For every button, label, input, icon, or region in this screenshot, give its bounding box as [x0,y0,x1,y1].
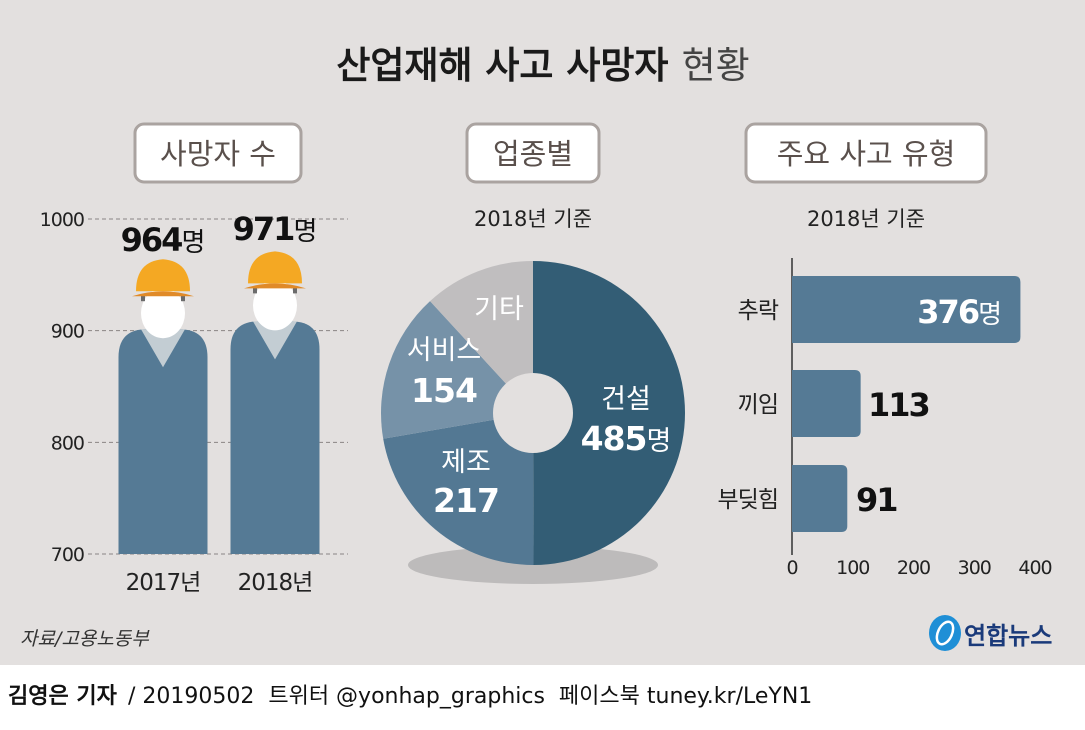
worker-hair [141,295,145,302]
title-light: 현황 [682,44,750,87]
x-tick-label: 200 [897,557,930,579]
footer-background [0,665,1085,726]
title-bold: 산업재해 사고 사망자 [336,44,668,87]
section-label: 사망자 수 [160,137,276,171]
category-label-caught: 끼임 [738,392,778,418]
pie-shadow [408,546,658,584]
page-title: 산업재해 사고 사망자 현황 [336,44,749,87]
x-tick-label: 300 [958,557,991,579]
worker-collar [141,329,185,368]
worker-figure-bar [230,251,320,554]
y-tick-label: 1000 [40,209,84,231]
helmet-brim [132,291,194,297]
donut-hole [493,373,573,453]
slice-label-construction: 건설 [601,384,651,415]
logo-text: 연합뉴스 [964,622,1052,650]
worker-hair [293,287,297,294]
bar-subtitle: 2018년 기준 [807,207,925,231]
slice-value-construction: 485명 [581,419,672,458]
x-label-2018: 2018년 [238,570,313,596]
value-label-2018: 971명 [233,210,318,248]
slice-label-service: 서비스 [407,335,482,366]
value-label-struck: 91 [856,481,897,519]
slice-label-manufacturing: 제조 [441,447,491,478]
bar-부딪힘 [792,465,848,532]
deaths-pictogram-chart: 700 800 900 1000 2017년 2018년 964명 971명 [40,209,348,596]
source-note: 자료/고용노동부 [20,628,150,650]
logo-icon [929,615,961,651]
value-label-2017: 964명 [121,221,206,259]
category-label-fall: 추락 [738,298,779,324]
y-tick-label: 800 [51,432,84,454]
worker-head [253,280,297,331]
industry-donut-chart: 건설 485명 제조 217 서비스 154 기타 [381,261,686,584]
x-tick-label: 400 [1018,557,1051,579]
worker-body [118,329,208,554]
bar-추락 [792,276,1021,343]
x-label-2017: 2017년 [126,570,201,596]
slice-value-manufacturing: 217 [433,481,499,520]
helmet-brim [244,283,306,289]
section-header-deaths: 사망자 수 [133,122,303,184]
section-label: 주요 사고 유형 [777,137,956,171]
slice-label-other: 기타 [474,294,524,325]
slice-value-service: 154 [411,371,477,410]
worker-figure-bar [118,259,208,554]
bar-끼임 [792,370,861,437]
pie-slice-제조 [383,413,534,565]
y-tick-label: 700 [51,544,84,566]
value-label-caught: 113 [868,386,929,424]
worker-body [230,321,320,554]
accident-type-bar-chart: 추락 끼임 부딪힘 376명 113 91 0 100 200 300 400 [718,258,1053,579]
pie-slice-기타 [430,261,533,413]
worker-hair [253,287,257,294]
worker-collar [253,321,297,360]
section-label: 업종별 [493,137,573,171]
helmet-icon [136,259,190,292]
y-tick-label: 900 [51,321,84,343]
pie-subtitle: 2018년 기준 [474,207,592,231]
section-header-types: 주요 사고 유형 [744,122,988,184]
worker-hair [181,295,185,302]
pie-slice-건설 [533,261,686,565]
footer-credit: 김영은 기자 / 20190502 트위터 @yonhap_graphics 페… [8,684,812,709]
value-label-fall: 376명 [917,293,1002,331]
x-tick-label: 0 [786,557,797,579]
section-header-industry: 업종별 [465,122,601,184]
worker-head [141,288,185,339]
yonhap-logo: 연합뉴스 [929,615,1052,651]
helmet-icon [248,251,302,284]
x-tick-label: 100 [836,557,869,579]
category-label-struck: 부딪힘 [718,487,778,513]
